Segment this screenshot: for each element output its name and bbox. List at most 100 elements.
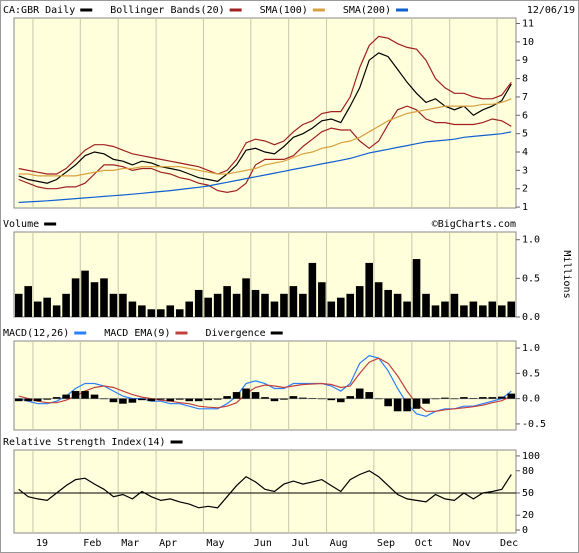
bar — [280, 398, 288, 400]
bar — [479, 397, 487, 399]
legend-label: Bollinger Bands(20) — [110, 5, 224, 16]
series-line — [18, 52, 512, 184]
x-tick-label: Dec — [500, 538, 518, 549]
bar — [261, 397, 269, 399]
y-axis-label: Millions — [561, 250, 572, 298]
bar — [393, 293, 402, 317]
bar — [346, 396, 355, 399]
bar — [185, 301, 194, 317]
x-tick-label: Nov — [453, 538, 471, 549]
bar — [412, 259, 421, 317]
y-tick-label: 0.0 — [522, 312, 540, 323]
y-tick-label: 20 — [522, 510, 534, 521]
bar — [507, 393, 516, 399]
y-tick-label: 1 — [522, 202, 528, 213]
bar — [90, 282, 99, 317]
x-tick-label: Apr — [159, 538, 177, 549]
x-tick-label: Sep — [377, 538, 395, 549]
bar — [299, 293, 307, 317]
bar — [270, 398, 279, 402]
bar — [81, 391, 89, 399]
bar — [336, 398, 345, 403]
y-tick-label: 80 — [522, 466, 534, 477]
bar — [81, 270, 89, 317]
plot-area — [13, 449, 517, 534]
y-tick-label: 1.0 — [522, 343, 540, 354]
legend-label: SMA(200) — [343, 5, 391, 16]
y-tick-label: 10 — [522, 37, 534, 48]
bar — [147, 309, 156, 317]
bar — [213, 398, 222, 400]
y-tick-label: 7 — [522, 92, 528, 103]
bar — [251, 289, 260, 317]
bar — [24, 286, 32, 317]
bar — [71, 278, 80, 317]
bar — [280, 293, 288, 317]
bar — [194, 289, 203, 317]
bar — [450, 398, 459, 400]
series-line — [18, 35, 512, 175]
x-tick-label: Aug — [330, 538, 348, 549]
bar — [422, 398, 430, 404]
bar — [109, 398, 118, 403]
y-tick-label: 0 — [522, 525, 528, 536]
bar — [175, 309, 184, 317]
bar — [469, 301, 478, 317]
x-tick-label: Jul — [292, 538, 310, 549]
bar — [33, 398, 42, 402]
y-tick-label: 0.0 — [522, 394, 540, 405]
y-tick-label: 4 — [522, 147, 528, 158]
series-line — [18, 355, 512, 417]
bar — [460, 305, 468, 317]
bar — [374, 398, 383, 400]
bar — [175, 398, 184, 400]
bar — [422, 293, 430, 317]
bar — [336, 297, 345, 317]
series-line — [18, 98, 512, 177]
bar — [308, 398, 317, 399]
legend-label: Relative Strength Index(14) — [3, 437, 166, 448]
y-tick-label: 9 — [522, 55, 528, 66]
bar — [232, 392, 241, 399]
bar — [365, 392, 373, 399]
bar — [128, 301, 137, 317]
bar — [327, 398, 336, 401]
legend-label: Volume — [3, 219, 39, 230]
y-tick-label: 8 — [522, 74, 528, 85]
legend-label: MACD EMA(9) — [104, 328, 170, 339]
bar — [507, 301, 516, 317]
bar — [441, 301, 449, 317]
plot-area — [13, 17, 517, 209]
bar — [100, 398, 108, 400]
series-line — [18, 470, 512, 509]
x-tick-label: May — [206, 538, 224, 549]
bar — [488, 301, 497, 317]
bar — [194, 398, 203, 402]
y-tick-label: 100 — [522, 451, 540, 462]
bar — [166, 305, 175, 317]
bar — [318, 398, 326, 400]
bar — [261, 293, 269, 317]
bar — [270, 301, 279, 317]
y-tick-label: 3 — [522, 165, 528, 176]
legend-label: SMA(100) — [260, 5, 308, 16]
bar — [242, 278, 250, 317]
bar — [431, 398, 440, 400]
bar — [441, 397, 449, 399]
bar — [469, 398, 478, 399]
bar — [33, 301, 42, 317]
bar — [147, 398, 156, 402]
bar — [498, 396, 506, 399]
bar — [223, 396, 231, 399]
bar — [450, 293, 459, 317]
bar — [204, 297, 212, 317]
bar — [62, 293, 70, 317]
bar — [393, 398, 402, 412]
bar — [213, 293, 222, 317]
bar — [365, 262, 373, 317]
x-tick-label: Mar — [121, 538, 139, 549]
bar — [384, 398, 392, 407]
bar — [128, 398, 137, 403]
bar — [403, 398, 411, 412]
series-line — [18, 357, 512, 412]
